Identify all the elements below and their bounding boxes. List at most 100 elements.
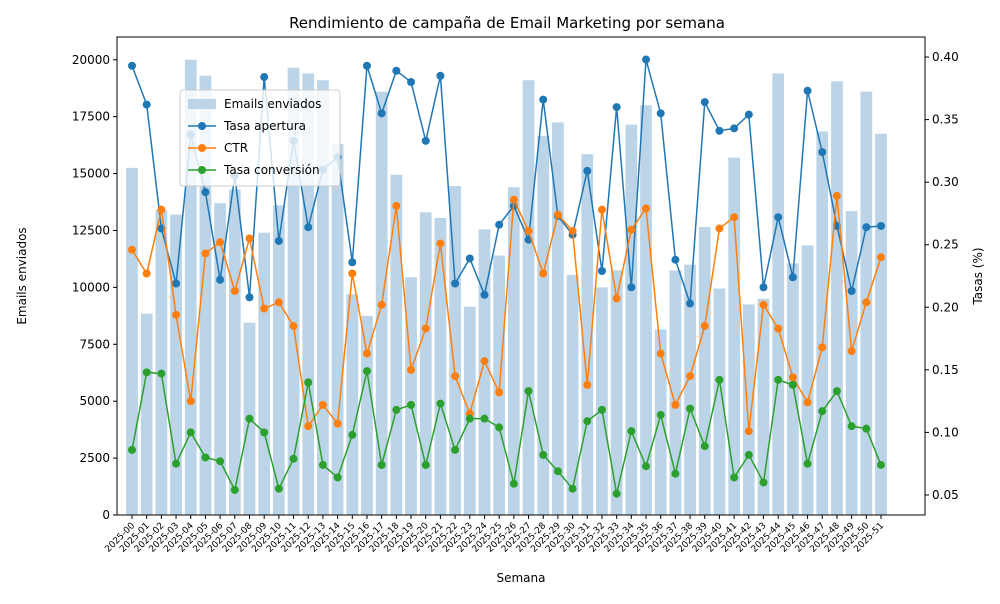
legend-label: Tasa conversión — [223, 163, 320, 177]
marker — [803, 459, 812, 468]
marker — [627, 283, 636, 292]
bar — [302, 73, 315, 516]
marker — [686, 372, 695, 381]
marker — [774, 375, 783, 384]
marker — [142, 269, 151, 278]
marker — [304, 223, 313, 232]
y-tick-label: 2500 — [79, 451, 110, 465]
marker — [157, 205, 166, 214]
marker — [392, 201, 401, 210]
marker — [788, 273, 797, 282]
y-tick-label: 15000 — [72, 167, 110, 181]
marker — [730, 124, 739, 133]
marker — [436, 239, 445, 248]
bar — [581, 154, 594, 515]
marker — [759, 478, 768, 487]
bar — [742, 304, 755, 515]
bar — [449, 186, 461, 516]
marker — [480, 357, 489, 366]
bar — [126, 167, 138, 515]
marker — [656, 410, 665, 419]
marker — [877, 253, 885, 262]
bar — [419, 212, 432, 515]
bar — [669, 270, 682, 515]
bar — [478, 229, 491, 516]
bar — [772, 73, 785, 516]
marker — [744, 427, 753, 436]
marker — [407, 400, 416, 409]
marker — [583, 380, 592, 389]
marker — [715, 126, 724, 135]
bar — [787, 263, 799, 515]
bar — [228, 189, 241, 515]
marker — [568, 484, 577, 493]
y2-axis-label: Tasas (%) — [971, 247, 985, 305]
y-tick-label: 0 — [102, 508, 110, 522]
marker — [642, 462, 651, 471]
marker — [157, 369, 166, 378]
marker — [216, 238, 225, 247]
marker — [612, 294, 621, 303]
marker — [612, 103, 621, 112]
marker — [377, 460, 386, 469]
bar — [640, 105, 652, 516]
marker — [818, 148, 827, 157]
marker — [201, 453, 210, 462]
chart-title: Rendimiento de campaña de Email Marketin… — [289, 14, 725, 32]
marker — [260, 73, 269, 82]
marker — [877, 221, 885, 230]
marker — [700, 98, 709, 107]
marker — [671, 469, 680, 478]
marker — [847, 422, 856, 431]
legend-label: Tasa apertura — [223, 119, 306, 133]
marker — [201, 249, 210, 258]
marker — [495, 423, 504, 432]
legend: Emails enviados Tasa apertura CTR Tasa conv… — [179, 89, 341, 187]
marker — [656, 349, 665, 358]
marker — [744, 450, 753, 459]
bar — [566, 274, 579, 515]
marker — [245, 293, 254, 302]
bar — [698, 227, 711, 516]
bar — [317, 80, 329, 515]
marker — [730, 473, 739, 482]
bar — [552, 122, 564, 515]
marker — [421, 324, 430, 333]
y-tick-label: 20000 — [72, 53, 110, 67]
marker — [568, 226, 577, 235]
marker — [774, 213, 783, 222]
marker — [671, 400, 680, 409]
marker — [818, 343, 827, 352]
marker — [274, 298, 283, 307]
marker — [700, 322, 709, 331]
marker — [788, 373, 797, 382]
marker — [480, 290, 489, 299]
marker — [348, 430, 357, 439]
marker — [260, 428, 269, 437]
marker — [553, 210, 562, 219]
bar — [258, 232, 271, 515]
marker — [274, 484, 283, 493]
marker — [759, 300, 768, 309]
bar — [845, 211, 858, 515]
marker — [245, 414, 254, 423]
marker — [142, 368, 151, 377]
marker — [436, 399, 445, 408]
marker — [186, 428, 195, 437]
marker — [553, 467, 562, 476]
marker — [583, 417, 592, 426]
marker — [216, 457, 225, 466]
legend-label: Emails enviados — [224, 97, 321, 111]
marker — [509, 195, 518, 204]
marker — [333, 473, 342, 482]
marker — [142, 100, 151, 109]
bar — [272, 205, 285, 515]
bar — [155, 209, 168, 515]
marker — [128, 61, 136, 70]
marker — [612, 489, 621, 498]
marker — [803, 398, 812, 407]
bar — [757, 298, 770, 515]
marker — [421, 460, 430, 469]
marker — [348, 269, 357, 278]
marker — [245, 234, 254, 243]
